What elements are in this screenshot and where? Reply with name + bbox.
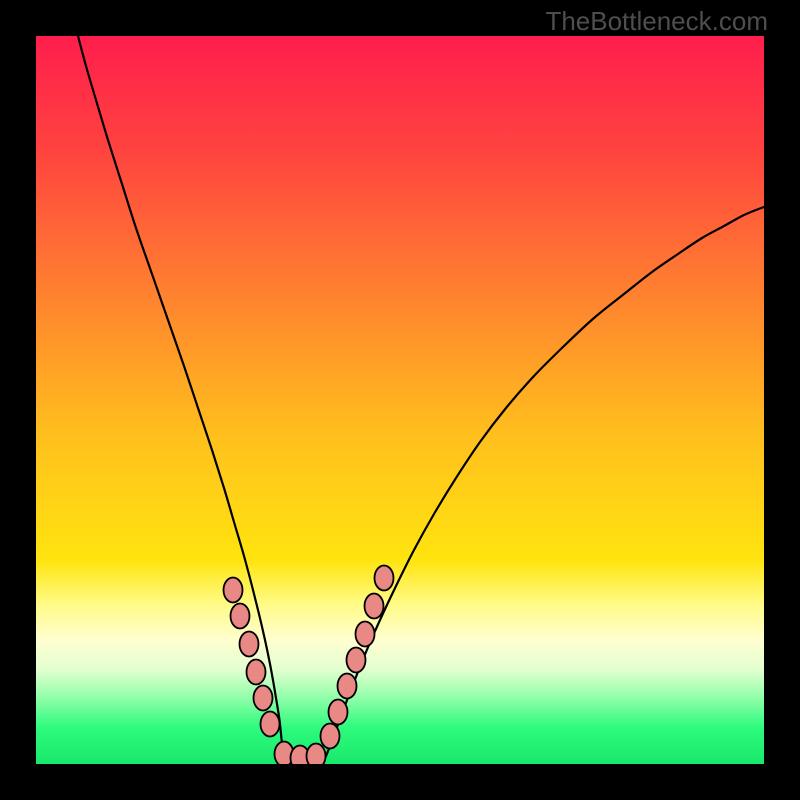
data-marker (261, 712, 280, 737)
data-marker (240, 632, 259, 657)
markers-bottom (275, 742, 326, 765)
data-marker (231, 604, 250, 629)
data-marker (365, 594, 384, 619)
data-marker (254, 686, 273, 711)
data-marker (307, 744, 326, 765)
plot-area (36, 36, 764, 764)
chart-frame: TheBottleneck.com (0, 0, 800, 800)
data-marker (321, 724, 340, 749)
data-marker (347, 648, 366, 673)
data-marker (329, 700, 348, 725)
data-marker (247, 660, 266, 685)
data-marker (224, 578, 243, 603)
data-marker (338, 674, 357, 699)
gradient-background (36, 36, 764, 764)
data-marker (356, 622, 375, 647)
data-marker (375, 566, 394, 591)
plot-svg (36, 36, 764, 764)
watermark-text: TheBottleneck.com (545, 6, 768, 37)
